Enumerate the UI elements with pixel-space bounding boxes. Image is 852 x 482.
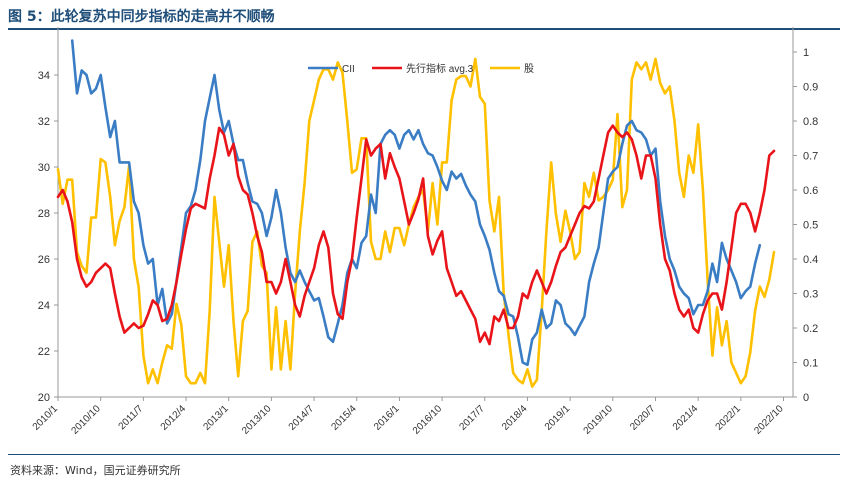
y-left-tick-label: 22 xyxy=(38,346,50,358)
x-tick-label: 2022/10 xyxy=(752,403,786,437)
y-right-tick-label: 0.3 xyxy=(803,289,818,301)
chart-axes: 20 22 24 26 28 30 32 34 0 0.1 0.2 0.3 0.4 0.5 0.6 0.7 0.… xyxy=(31,27,818,437)
y-right-tick-label: 0.9 xyxy=(803,82,818,94)
x-tick-label: 2019/10 xyxy=(582,403,616,437)
y-right-tick-label: 0.7 xyxy=(803,151,818,163)
x-tick-label: 2018/4 xyxy=(500,403,530,433)
x-tick-label: 2014/7 xyxy=(287,403,317,433)
x-tick-label: 2022/1 xyxy=(714,403,744,433)
y-left-tick-label: 32 xyxy=(38,116,50,128)
y-left-tick-label: 30 xyxy=(38,162,50,174)
y-right-tick-label: 0.1 xyxy=(803,358,818,370)
source-rule xyxy=(8,454,840,455)
y-right-tick-label: 0.8 xyxy=(803,116,818,128)
x-tick-label: 2011/7 xyxy=(117,403,146,432)
title-rule xyxy=(8,28,840,30)
x-tick-label: 2013/1 xyxy=(201,403,231,433)
y-left-tick-label: 20 xyxy=(38,392,50,404)
x-tick-label: 2010/10 xyxy=(69,403,103,437)
x-tick-label: 2013/10 xyxy=(240,403,274,437)
chart-legend: CII 先行指标 avg.3 股 xyxy=(308,62,534,75)
x-tick-label: 2015/4 xyxy=(329,403,359,433)
figure-title: 图 5：此轮复苏中同步指标的走高并不顺畅 xyxy=(8,9,275,25)
y-right-tick-label: 0.2 xyxy=(803,323,818,335)
y-left-tick-label: 28 xyxy=(38,208,50,220)
y-left-tick-label: 34 xyxy=(38,70,50,82)
x-tick-label: 2012/4 xyxy=(159,403,189,433)
series-line-2 xyxy=(56,124,776,346)
y-right-tick-label: 0.4 xyxy=(803,254,818,266)
x-tick-label: 2020/7 xyxy=(628,403,658,433)
legend-label-2: 先行指标 avg.3 xyxy=(406,62,474,75)
legend-label-3: 股 xyxy=(524,63,534,75)
series-layer xyxy=(56,39,776,388)
x-tick-label: 2016/10 xyxy=(411,403,445,437)
y-right-tick-label: 0.6 xyxy=(803,185,818,197)
x-tick-label: 2021/4 xyxy=(671,403,701,433)
legend-label-1: CII xyxy=(342,64,355,75)
y-right-tick-label: 1 xyxy=(803,47,809,59)
x-tick-label: 2016/1 xyxy=(372,403,402,433)
x-tick-label: 2010/1 xyxy=(31,403,61,433)
y-right-tick-label: 0 xyxy=(803,392,809,404)
x-tick-label: 2017/7 xyxy=(457,403,487,433)
source-note: 资料来源：Wind，国元证券研究所 xyxy=(10,464,181,477)
y-left-tick-label: 24 xyxy=(38,300,50,312)
y-left-tick-label: 26 xyxy=(38,254,50,266)
x-tick-label: 2019/1 xyxy=(543,403,573,433)
series-line-1 xyxy=(70,39,762,367)
y-right-tick-label: 0.5 xyxy=(803,220,818,232)
series-line-3 xyxy=(56,57,776,388)
